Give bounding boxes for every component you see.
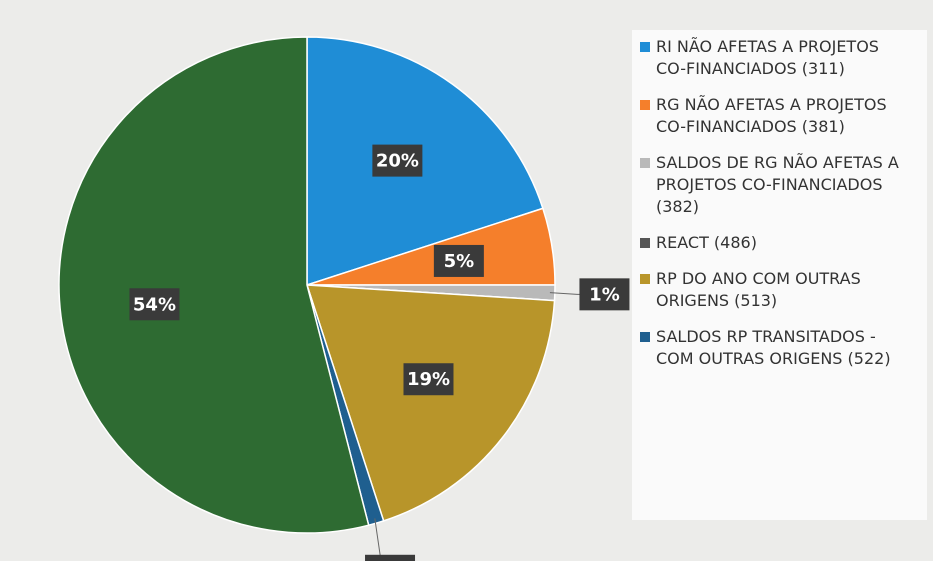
legend-item: RI NÃO AFETAS A PROJETOS CO-FINANCIADOS … — [640, 36, 905, 80]
leader-line — [374, 518, 382, 561]
legend-item: REACT (486) — [640, 232, 905, 254]
legend-item: RP DO ANO COM OUTRAS ORIGENS (513) — [640, 268, 905, 312]
legend-item: RG NÃO AFETAS A PROJETOS CO-FINANCIADOS … — [640, 94, 905, 138]
data-label: 54% — [133, 294, 176, 315]
pie-slice — [58, 36, 370, 534]
legend: RI NÃO AFETAS A PROJETOS CO-FINANCIADOS … — [632, 30, 927, 520]
data-label: 5% — [444, 251, 475, 272]
pie-slice — [305, 284, 556, 522]
legend-swatch — [640, 238, 650, 248]
legend-swatch — [640, 274, 650, 284]
legend-label: REACT (486) — [656, 233, 757, 252]
data-label-box — [365, 554, 416, 561]
legend-item: SALDOS RP TRANSITADOS - COM OUTRAS ORIGE… — [640, 326, 905, 370]
data-label-box — [372, 144, 423, 177]
data-label-box — [403, 363, 454, 396]
data-label-box — [433, 244, 484, 277]
data-label-box — [129, 288, 180, 321]
legend-item: SALDOS DE RG NÃO AFETAS A PROJETOS CO-FI… — [640, 152, 905, 218]
legend-swatch — [640, 100, 650, 110]
legend-label: RG NÃO AFETAS A PROJETOS CO-FINANCIADOS … — [656, 95, 887, 136]
legend-swatch — [640, 158, 650, 168]
legend-label: SALDOS RP TRANSITADOS - COM OUTRAS ORIGE… — [656, 327, 891, 368]
data-label: 20% — [376, 151, 419, 172]
data-label: 1% — [589, 284, 620, 305]
data-label-box — [579, 278, 630, 311]
legend-label: SALDOS DE RG NÃO AFETAS A PROJETOS CO-FI… — [656, 153, 899, 216]
data-label: 19% — [407, 369, 450, 390]
legend-swatch — [640, 332, 650, 342]
legend-label: RP DO ANO COM OUTRAS ORIGENS (513) — [656, 269, 861, 310]
pie-slice — [306, 36, 544, 287]
legend-swatch — [640, 42, 650, 52]
legend-label: RI NÃO AFETAS A PROJETOS CO-FINANCIADOS … — [656, 37, 879, 78]
